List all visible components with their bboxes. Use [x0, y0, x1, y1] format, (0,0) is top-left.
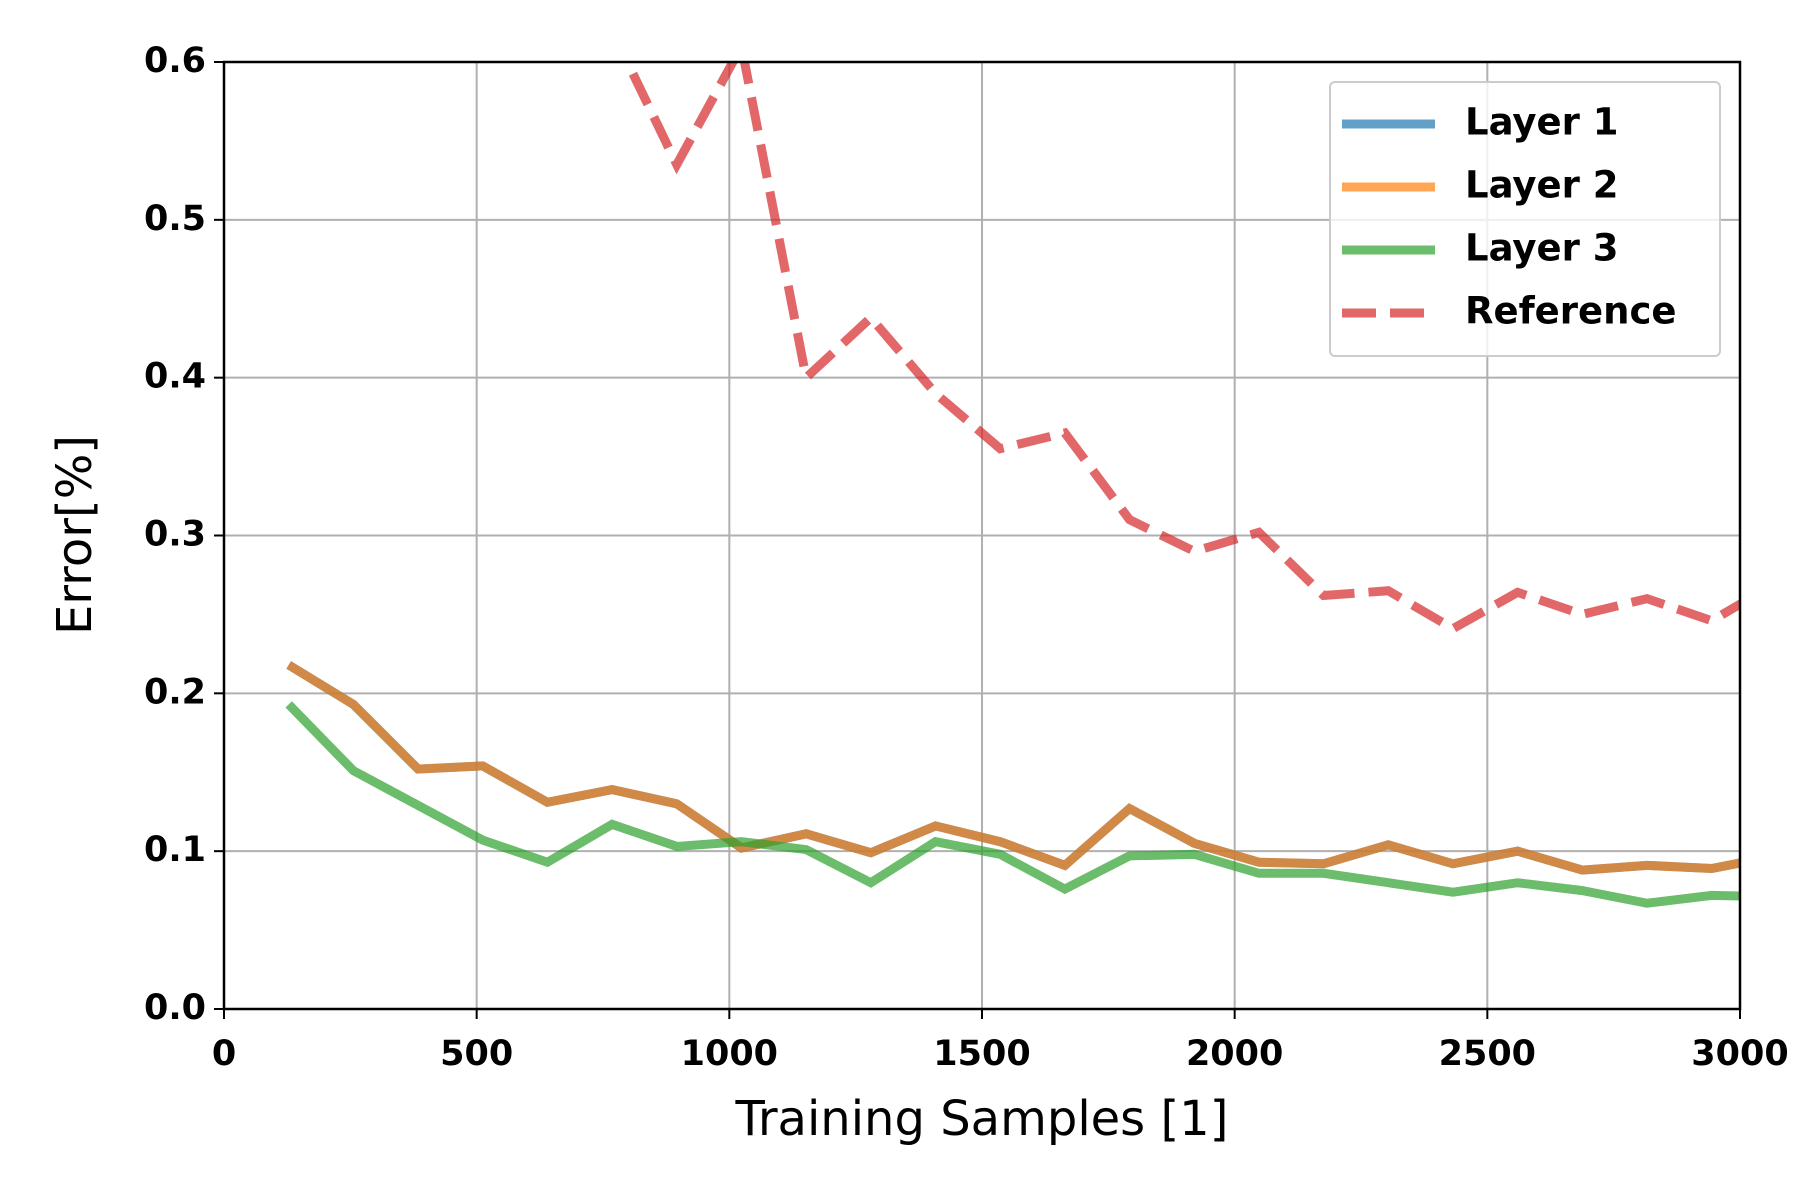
y-axis-label: Error[%]	[47, 435, 103, 635]
line-series	[286, 661, 1740, 875]
y-tick-label: 0.6	[144, 41, 206, 81]
plot-frame	[222, 60, 1742, 1011]
x-tick-label: 500	[440, 1034, 513, 1074]
legend-label: Reference	[1465, 290, 1677, 333]
y-tick-label: 0.3	[144, 515, 206, 555]
legend-label: Layer 1	[1465, 101, 1619, 144]
line-series	[286, 661, 1740, 875]
line-series	[285, 701, 1740, 908]
x-tick-label: 2500	[1439, 1034, 1536, 1074]
y-tick-label: 0.5	[144, 199, 206, 239]
x-tick-label: 0	[212, 1034, 236, 1074]
y-tick-label: 0.2	[144, 672, 206, 712]
x-tick-label: 2000	[1186, 1034, 1283, 1074]
legend-label: Layer 3	[1465, 227, 1619, 270]
x-tick-label: 1500	[933, 1034, 1030, 1074]
plot-area	[285, 62, 1740, 908]
y-tick-label: 0.1	[144, 830, 206, 870]
x-tick-label: 1000	[681, 1034, 778, 1074]
y-tick-label: 0.4	[144, 357, 206, 397]
legend-box	[1329, 81, 1721, 357]
legend-label: Layer 2	[1465, 164, 1619, 207]
x-tick-label: 3000	[1691, 1034, 1788, 1074]
x-axis-label: Training Samples [1]	[735, 1091, 1229, 1147]
y-tick-label: 0.0	[144, 988, 206, 1028]
